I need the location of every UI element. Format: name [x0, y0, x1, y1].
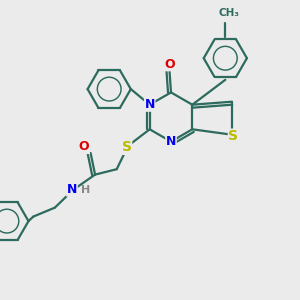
- Text: N: N: [67, 183, 77, 196]
- Text: S: S: [228, 129, 239, 143]
- Text: S: S: [122, 140, 132, 154]
- Text: O: O: [79, 140, 89, 154]
- Text: N: N: [145, 98, 155, 111]
- Text: O: O: [164, 58, 175, 71]
- Text: N: N: [166, 135, 176, 148]
- Text: H: H: [82, 184, 91, 195]
- Text: CH₃: CH₃: [218, 8, 239, 18]
